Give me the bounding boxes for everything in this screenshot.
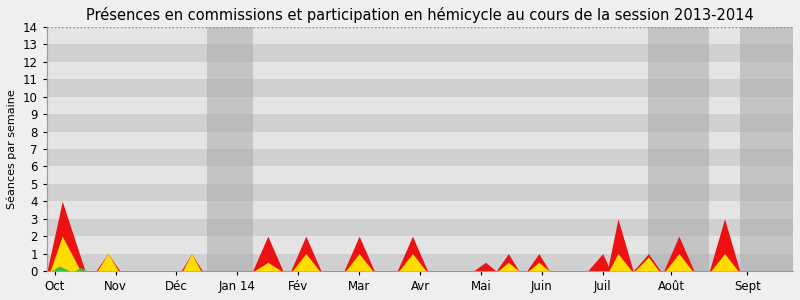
- Bar: [47, 79, 793, 97]
- Bar: [47, 254, 793, 271]
- Bar: [47, 149, 793, 166]
- Y-axis label: Séances par semaine: Séances par semaine: [7, 89, 18, 209]
- Bar: [740, 27, 793, 271]
- Bar: [47, 201, 793, 219]
- Bar: [47, 167, 793, 184]
- Bar: [47, 114, 793, 131]
- Bar: [47, 62, 793, 79]
- Bar: [47, 44, 793, 62]
- Bar: [47, 131, 793, 149]
- Bar: [47, 97, 793, 114]
- Bar: [47, 184, 793, 201]
- Bar: [47, 236, 793, 254]
- Title: Présences en commissions et participation en hémicycle au cours de la session 20: Présences en commissions et participatio…: [86, 7, 754, 23]
- Bar: [649, 27, 710, 271]
- Bar: [47, 219, 793, 236]
- Bar: [207, 27, 253, 271]
- Bar: [47, 27, 793, 44]
